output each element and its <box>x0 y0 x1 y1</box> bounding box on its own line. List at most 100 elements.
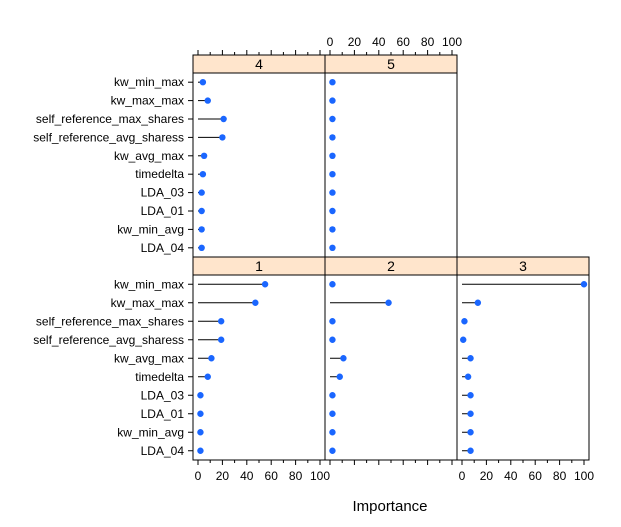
strip-label-1: 1 <box>255 258 263 274</box>
panel-2: 2 <box>324 256 458 461</box>
panels-layer: 4 5 1 2 3 <box>192 54 590 461</box>
panel-1: 1 <box>192 256 326 461</box>
y-tick-label: self_reference_max_shares <box>36 314 184 328</box>
y-tick-label: kw_min_avg <box>117 425 184 439</box>
y-tick-label: timedelta <box>135 167 184 181</box>
y-tick-label: kw_min_max <box>114 277 184 291</box>
x-tick-label: 40 <box>240 469 254 483</box>
panel-5: 5 <box>324 54 458 258</box>
point-5-3 <box>329 134 336 141</box>
panel-frame-5 <box>324 72 458 258</box>
point-4-6 <box>198 189 205 196</box>
point-3-4 <box>467 355 474 362</box>
y-tick-label: timedelta <box>135 370 184 384</box>
y-tick-label: kw_min_avg <box>117 222 184 236</box>
x-tick-label: 0 <box>459 469 466 483</box>
y-tick-label: LDA_04 <box>141 241 185 255</box>
point-1-5 <box>204 373 211 380</box>
x-tick-label: 60 <box>265 469 279 483</box>
point-1-4 <box>208 355 215 362</box>
point-5-1 <box>329 97 336 104</box>
point-2-8 <box>329 429 336 436</box>
point-5-7 <box>329 207 336 215</box>
y-tick-label: LDA_04 <box>141 444 185 458</box>
panel-3: 3 <box>456 256 590 461</box>
point-5-2 <box>329 115 336 123</box>
strip-label-2: 2 <box>387 258 395 274</box>
point-1-1 <box>252 299 259 306</box>
axis-layer: kw_min_max kw_max_max self_reference_max_s… <box>33 35 594 483</box>
point-5-6 <box>329 189 336 196</box>
point-2-0 <box>329 281 336 288</box>
x-tick-label: 0 <box>327 35 334 49</box>
point-3-0 <box>580 281 588 288</box>
x-tick-label: 40 <box>504 469 518 483</box>
point-3-7 <box>467 410 474 417</box>
y-tick-label: self_reference_max_shares <box>36 112 184 126</box>
point-4-0 <box>199 79 207 86</box>
x-tick-label: 100 <box>574 469 594 483</box>
x-tick-label: 20 <box>480 469 494 483</box>
point-3-2 <box>461 318 468 325</box>
point-4-2 <box>220 115 227 123</box>
y-tick-label: kw_max_max <box>111 94 184 108</box>
y-tick-label: LDA_03 <box>141 186 185 200</box>
point-2-9 <box>329 447 336 454</box>
point-2-4 <box>340 355 347 362</box>
y-tick-label: kw_avg_max <box>114 149 184 163</box>
y-tick-label: LDA_01 <box>141 407 185 421</box>
y-tick-label: self_reference_avg_sharess <box>33 130 184 144</box>
point-3-3 <box>460 336 467 343</box>
strip-label-5: 5 <box>387 56 395 72</box>
point-4-4 <box>200 152 208 159</box>
point-1-6 <box>197 392 204 399</box>
x-tick-label: 80 <box>421 35 435 49</box>
point-3-6 <box>467 392 474 399</box>
point-2-7 <box>329 410 336 417</box>
panel-4: 4 <box>192 54 326 258</box>
point-1-2 <box>217 318 225 325</box>
point-2-6 <box>329 392 336 399</box>
y-tick-label: kw_max_max <box>111 296 184 310</box>
point-3-9 <box>467 447 474 454</box>
x-tick-label: 20 <box>348 35 362 49</box>
point-4-5 <box>199 171 207 178</box>
point-4-1 <box>204 97 211 104</box>
point-5-5 <box>329 171 336 178</box>
point-1-8 <box>197 429 204 436</box>
panel-frame-4 <box>192 72 326 258</box>
y-tick-label: self_reference_avg_sharess <box>33 333 184 347</box>
point-5-0 <box>329 79 336 86</box>
strip-label-3: 3 <box>519 258 527 274</box>
point-1-3 <box>217 336 225 343</box>
point-3-1 <box>474 299 482 306</box>
point-5-4 <box>329 152 336 159</box>
point-5-8 <box>329 226 336 233</box>
point-3-5 <box>464 373 472 380</box>
x-tick-label: 80 <box>289 469 303 483</box>
point-2-1 <box>385 299 392 306</box>
y-tick-label: LDA_01 <box>141 204 185 218</box>
x-tick-label: 80 <box>553 469 567 483</box>
x-tick-label: 0 <box>195 469 202 483</box>
point-4-7 <box>198 207 205 215</box>
point-2-3 <box>329 336 336 343</box>
point-4-9 <box>198 244 205 251</box>
x-tick-label: 40 <box>372 35 386 49</box>
point-1-9 <box>197 447 204 454</box>
x-tick-label: 20 <box>216 469 230 483</box>
point-1-7 <box>197 410 204 417</box>
point-2-2 <box>329 318 336 325</box>
x-tick-label: 60 <box>397 35 411 49</box>
y-tick-label: LDA_03 <box>141 388 185 402</box>
y-tick-label: kw_min_max <box>114 75 184 89</box>
y-tick-label: kw_avg_max <box>114 351 184 365</box>
x-tick-label: 100 <box>442 35 462 49</box>
point-1-0 <box>261 281 269 288</box>
x-tick-label: 100 <box>310 469 330 483</box>
point-5-9 <box>329 244 336 251</box>
x-tick-label: 60 <box>529 469 543 483</box>
point-2-5 <box>336 373 343 380</box>
point-3-8 <box>467 429 474 436</box>
